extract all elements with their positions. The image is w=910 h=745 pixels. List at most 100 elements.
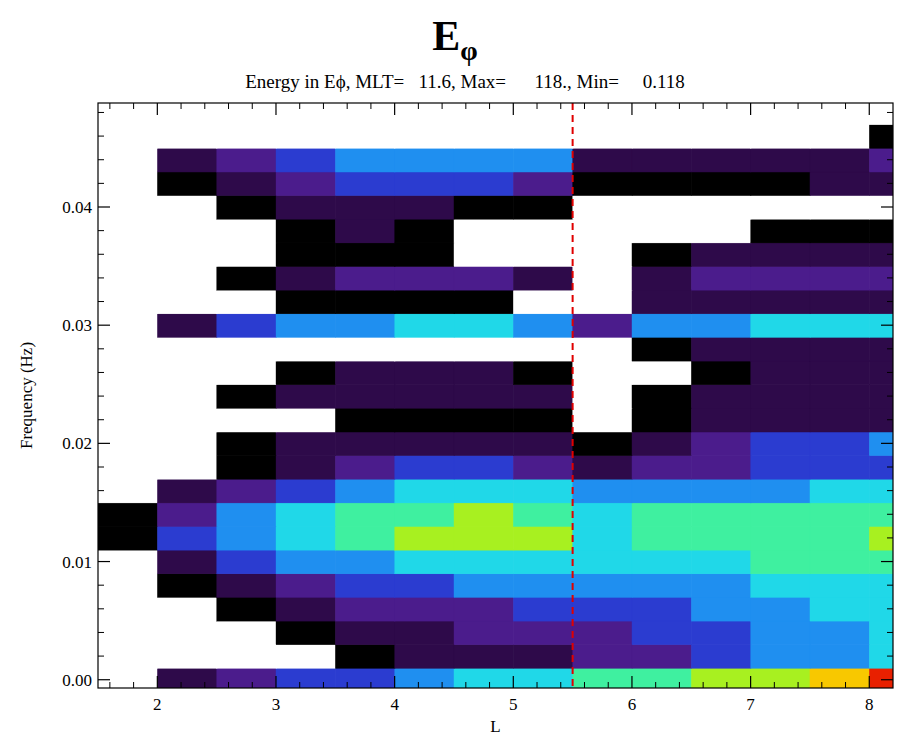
cell: [98, 668, 158, 688]
cell: [217, 502, 277, 526]
cell: [157, 242, 217, 266]
cell: [217, 266, 277, 290]
cell: [691, 266, 751, 290]
cell: [98, 479, 158, 503]
x-minor-tick: [608, 103, 609, 109]
cell: [810, 124, 870, 148]
y-minor-tick: [98, 396, 104, 397]
cell: [632, 219, 692, 243]
cell: [395, 621, 455, 645]
x-tick: [275, 676, 276, 688]
cell: [751, 479, 811, 503]
x-tick-top: [157, 103, 158, 115]
cell: [810, 148, 870, 172]
y-minor-tick: [887, 112, 893, 113]
cell: [454, 573, 514, 597]
cell: [335, 195, 395, 219]
cell: [157, 266, 217, 290]
cell: [513, 290, 573, 314]
cell: [276, 361, 336, 385]
cell: [810, 550, 870, 574]
cell: [513, 124, 573, 148]
x-minor-tick: [442, 682, 443, 688]
cell: [691, 219, 751, 243]
x-minor-tick: [821, 103, 822, 109]
cell: [454, 219, 514, 243]
cell: [751, 290, 811, 314]
y-minor-tick: [887, 301, 893, 302]
x-minor-tick: [204, 103, 205, 109]
cell: [691, 172, 751, 196]
cell: [98, 384, 158, 408]
cell: [335, 290, 395, 314]
x-minor-tick: [679, 682, 680, 688]
cell: [869, 103, 893, 125]
cell: [217, 195, 277, 219]
cell: [454, 124, 514, 148]
cell: [632, 384, 692, 408]
cell: [335, 148, 395, 172]
y-minor-tick: [887, 183, 893, 184]
cell: [573, 195, 633, 219]
cell: [810, 172, 870, 196]
cell: [573, 408, 633, 432]
cell: [810, 455, 870, 479]
x-minor-tick: [584, 682, 585, 688]
cell: [691, 550, 751, 574]
y-minor-tick: [98, 585, 104, 586]
x-minor-tick: [418, 103, 419, 109]
cell: [751, 526, 811, 550]
cell: [869, 408, 893, 432]
cell: [335, 266, 395, 290]
cell: [98, 290, 158, 314]
cell: [810, 408, 870, 432]
cell: [395, 408, 455, 432]
x-minor-tick: [489, 682, 490, 688]
cell: [751, 361, 811, 385]
cell: [335, 644, 395, 668]
x-minor-tick: [347, 103, 348, 109]
cell: [632, 479, 692, 503]
cell: [276, 621, 336, 645]
cell: [810, 597, 870, 621]
cell: [751, 597, 811, 621]
cell: [454, 408, 514, 432]
y-minor-tick: [887, 490, 893, 491]
chart: EφEnergy in Eϕ, MLT= 11.6, Max= 118., Mi…: [0, 0, 910, 745]
x-tick: [157, 676, 158, 688]
cell: [454, 550, 514, 574]
cell: [691, 644, 751, 668]
cell: [217, 526, 277, 550]
cell: [157, 502, 217, 526]
cell: [98, 172, 158, 196]
cell: [573, 526, 633, 550]
x-minor-tick: [323, 103, 324, 109]
cell: [395, 644, 455, 668]
cell: [217, 479, 277, 503]
cell: [751, 124, 811, 148]
cell: [632, 172, 692, 196]
cell: [98, 550, 158, 574]
cell: [454, 621, 514, 645]
cell: [751, 644, 811, 668]
cell: [276, 148, 336, 172]
cell: [810, 361, 870, 385]
cell: [335, 597, 395, 621]
cell: [513, 219, 573, 243]
cell: [276, 290, 336, 314]
cell: [513, 644, 573, 668]
x-tick-top: [513, 103, 514, 115]
cell: [513, 668, 573, 688]
cell: [751, 195, 811, 219]
cell: [217, 432, 277, 456]
cell: [513, 526, 573, 550]
cell: [513, 195, 573, 219]
cell: [276, 384, 336, 408]
cell: [632, 290, 692, 314]
cell: [691, 668, 751, 688]
cell: [751, 573, 811, 597]
x-minor-tick: [655, 682, 656, 688]
y-minor-tick: [887, 585, 893, 586]
y-tick-right: [881, 206, 893, 207]
title: Energy in Eϕ, MLT= 11.6, Max= 118., Min=…: [245, 71, 685, 92]
